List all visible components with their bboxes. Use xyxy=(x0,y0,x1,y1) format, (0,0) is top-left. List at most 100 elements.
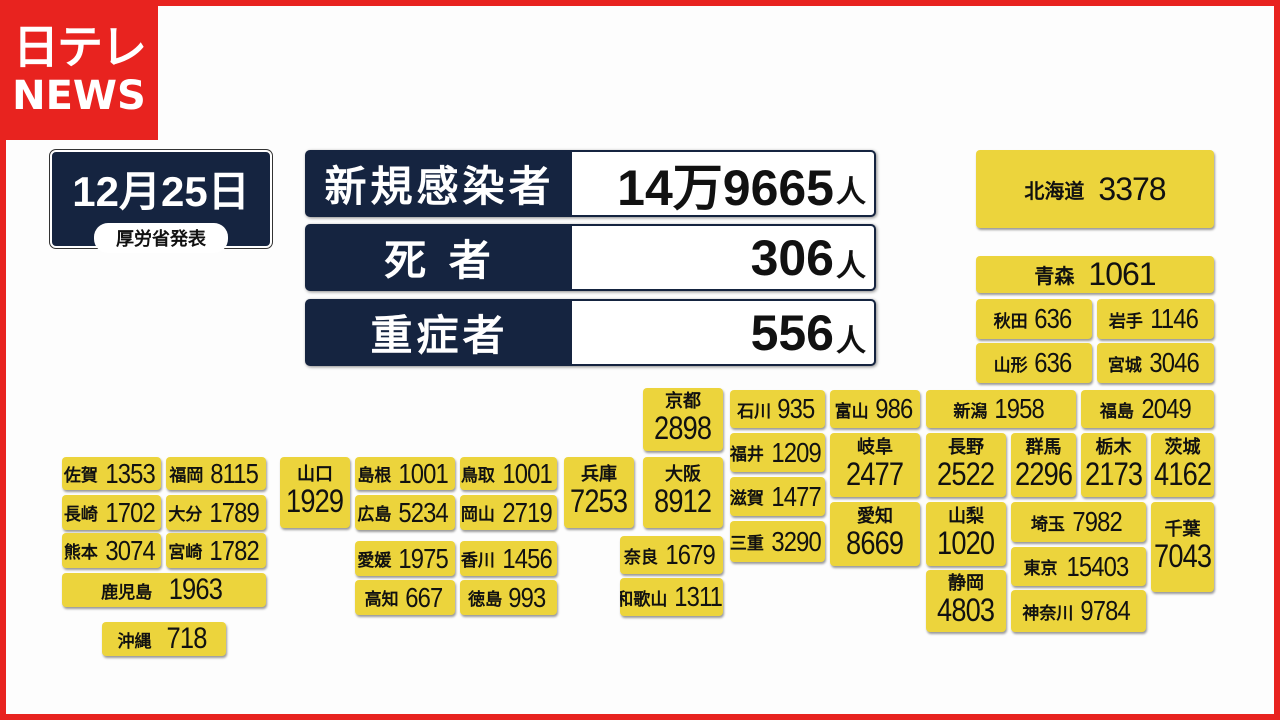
stat-unit: 人 xyxy=(836,249,866,283)
prefecture-name: 徳島 xyxy=(468,590,503,610)
prefecture-value: 5234 xyxy=(398,496,449,528)
prefecture-value: 718 xyxy=(166,622,208,655)
prefecture-tile: 青森 1061 xyxy=(976,256,1214,293)
prefecture-tile: 岡山 2719 xyxy=(460,495,557,530)
prefecture-tile: 千葉 7043 xyxy=(1151,502,1214,592)
logo-line1: 日テレ xyxy=(13,20,147,74)
prefecture-name: 高知 xyxy=(364,590,399,610)
severe-cases-row: 重症者 556 人 xyxy=(305,299,876,366)
prefecture-tile: 宮城 3046 xyxy=(1097,343,1214,383)
prefecture-tile: 栃木 2173 xyxy=(1081,433,1146,497)
prefecture-value: 2477 xyxy=(846,455,904,492)
deaths-row: 死 者 306 人 xyxy=(305,224,876,291)
prefecture-name: 静岡 xyxy=(948,572,984,594)
prefecture-value: 2719 xyxy=(502,496,552,528)
prefecture-value: 1789 xyxy=(209,496,260,528)
stat-value: 14万9665 xyxy=(617,159,834,216)
prefecture-value: 8115 xyxy=(210,457,260,489)
prefecture-name: 島根 xyxy=(357,466,392,486)
prefecture-value: 1001 xyxy=(398,457,449,489)
prefecture-name: 愛知 xyxy=(857,505,893,527)
prefecture-value: 993 xyxy=(508,581,546,613)
prefecture-tile: 北海道 3378 xyxy=(976,150,1214,228)
prefecture-tile: 山形 636 xyxy=(976,343,1092,383)
prefecture-value: 1061 xyxy=(1088,256,1156,292)
prefecture-value: 2522 xyxy=(937,455,995,492)
stat-unit: 人 xyxy=(836,175,866,209)
prefecture-value: 1679 xyxy=(665,539,715,570)
prefecture-name: 鹿児島 xyxy=(101,582,153,603)
date-box: 12月25日 厚労省発表 xyxy=(50,150,272,253)
prefecture-value: 1929 xyxy=(286,483,344,520)
prefecture-tile: 広島 5234 xyxy=(355,495,455,530)
prefecture-tile: 東京 15403 xyxy=(1011,547,1146,586)
prefecture-tile: 山口 1929 xyxy=(280,457,350,528)
stat-value: 556 xyxy=(750,304,834,361)
prefecture-tile: 長野 2522 xyxy=(926,433,1006,497)
prefecture-tile: 長崎 1702 xyxy=(62,495,161,530)
prefecture-name: 山形 xyxy=(993,355,1028,376)
prefecture-name: 山梨 xyxy=(948,505,984,527)
prefecture-tile: 山梨 1020 xyxy=(926,502,1006,566)
stat-value: 306 xyxy=(750,229,834,286)
prefecture-name: 福井 xyxy=(730,445,764,465)
prefecture-name: 奈良 xyxy=(623,547,658,568)
prefecture-value: 2049 xyxy=(1141,393,1191,424)
prefecture-value: 2296 xyxy=(1014,455,1073,492)
prefecture-name: 広島 xyxy=(357,505,392,525)
prefecture-value: 636 xyxy=(1033,347,1072,378)
prefecture-value: 4803 xyxy=(937,591,995,628)
prefecture-value: 1146 xyxy=(1150,303,1199,334)
prefecture-name: 和歌山 xyxy=(620,589,668,610)
prefecture-tile: 滋賀 1477 xyxy=(730,477,825,516)
prefecture-tile: 岩手 1146 xyxy=(1097,299,1214,339)
prefecture-name: 山口 xyxy=(297,464,333,486)
prefecture-value: 1456 xyxy=(502,542,552,574)
prefecture-tile: 沖縄 718 xyxy=(102,622,226,656)
prefecture-value: 3290 xyxy=(771,525,821,557)
prefecture-tile: 高知 667 xyxy=(355,580,455,615)
prefecture-name: 兵庫 xyxy=(581,464,617,486)
prefecture-tile: 熊本 3074 xyxy=(62,533,161,568)
prefecture-name: 岐阜 xyxy=(857,436,893,458)
prefecture-tile: 埼玉 7982 xyxy=(1011,502,1146,542)
stat-label: 死 者 xyxy=(307,226,572,289)
prefecture-value: 1209 xyxy=(771,436,821,468)
prefecture-value: 1477 xyxy=(771,480,821,512)
prefecture-tile: 大阪 8912 xyxy=(643,457,723,528)
prefecture-name: 千葉 xyxy=(1164,518,1201,540)
prefecture-tile: 福岡 8115 xyxy=(166,457,266,490)
prefecture-name: 佐賀 xyxy=(63,466,98,486)
ntv-news-logo: 日テレ NEWS xyxy=(0,0,158,140)
prefecture-value: 667 xyxy=(404,581,443,613)
prefecture-tile: 静岡 4803 xyxy=(926,570,1006,632)
prefecture-value: 1958 xyxy=(994,393,1045,424)
prefecture-name: 秋田 xyxy=(993,311,1028,332)
prefecture-tile: 福島 2049 xyxy=(1081,390,1214,428)
prefecture-name: 三重 xyxy=(730,534,764,554)
prefecture-tile: 大分 1789 xyxy=(166,495,266,530)
prefecture-value: 935 xyxy=(777,393,815,424)
prefecture-value: 1702 xyxy=(105,496,155,528)
prefecture-name: 福島 xyxy=(1099,401,1134,422)
prefecture-name: 富山 xyxy=(834,401,869,422)
prefecture-value: 9784 xyxy=(1080,595,1131,626)
prefecture-name: 新潟 xyxy=(953,401,988,422)
source-label: 厚労省発表 xyxy=(94,223,228,253)
prefecture-value: 3046 xyxy=(1149,347,1199,378)
prefecture-name: 東京 xyxy=(1023,559,1058,579)
prefecture-tile: 三重 3290 xyxy=(730,521,825,562)
stat-value-box: 556 人 xyxy=(572,301,874,364)
prefecture-name: 熊本 xyxy=(63,543,98,563)
prefecture-tile: 京都 2898 xyxy=(643,388,723,451)
prefecture-name: 岩手 xyxy=(1108,311,1143,332)
prefecture-tile: 群馬 2296 xyxy=(1011,433,1076,497)
prefecture-name: 香川 xyxy=(460,551,495,571)
logo-line2: NEWS xyxy=(12,73,146,119)
prefecture-tile: 鳥取 1001 xyxy=(460,457,557,490)
prefecture-name: 沖縄 xyxy=(117,631,152,652)
prefecture-value: 7982 xyxy=(1072,506,1122,537)
prefecture-tile: 岐阜 2477 xyxy=(830,433,920,497)
prefecture-tile: 和歌山 1311 xyxy=(620,578,723,616)
prefecture-name: 栃木 xyxy=(1095,436,1132,458)
